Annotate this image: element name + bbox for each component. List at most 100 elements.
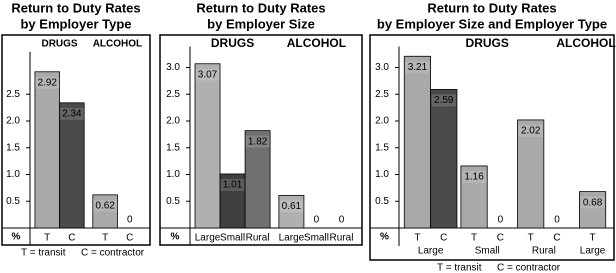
- value-label: 0.68: [583, 197, 603, 208]
- bar: [194, 63, 221, 229]
- panel-frame: [1, 34, 151, 246]
- value-label: 0.62: [95, 200, 115, 211]
- value-label: 2.59: [434, 95, 454, 106]
- y-tick-label: 2.0: [166, 116, 180, 127]
- y-tick-label: 1.5: [375, 142, 389, 153]
- chart-subtitle: by Employer Type: [20, 16, 131, 31]
- value-label: 1.16: [464, 172, 484, 183]
- y-axis-label: %: [380, 232, 389, 243]
- value-label-box: [518, 124, 543, 137]
- x-tick-label: T: [102, 233, 108, 244]
- y-tick-label: 2.5: [166, 89, 180, 100]
- value-label-box: [35, 76, 60, 89]
- value-label: 2.02: [521, 126, 541, 137]
- value-label: 3.21: [408, 62, 428, 73]
- value-label: 0: [127, 215, 133, 226]
- chart-subtitle: by Employer Size and Employer Type: [377, 16, 607, 31]
- y-tick-label: 0.5: [166, 196, 180, 207]
- group-label: DRUGS: [211, 36, 254, 50]
- bar: [578, 191, 607, 229]
- value-label-box: [220, 178, 245, 191]
- x-tick-label: C: [440, 233, 447, 244]
- panel-frame: [159, 34, 363, 246]
- chart-title: Return to Duty Rates: [196, 0, 325, 15]
- value-label-box: [93, 199, 118, 212]
- value-label: 2.92: [38, 77, 58, 88]
- y-tick-label: 1.0: [375, 169, 389, 180]
- bar: [59, 102, 85, 229]
- value-label: 1.01: [223, 180, 243, 191]
- value-label: 0: [498, 215, 504, 226]
- y-tick-label: 1.0: [166, 169, 180, 180]
- y-tick-label: 2.0: [375, 116, 389, 127]
- y-tick-label: 2.5: [6, 89, 20, 100]
- group-label: DRUGS: [466, 36, 509, 50]
- x-tick-label: C: [497, 233, 504, 244]
- value-label: 0.61: [282, 201, 302, 212]
- value-label-box: [405, 61, 430, 74]
- bar: [403, 55, 432, 229]
- value-label: 0: [554, 215, 560, 226]
- x-tick-label: Rural: [330, 233, 354, 244]
- bar: [244, 130, 271, 229]
- panel-frame: [369, 34, 615, 261]
- bar: [34, 71, 60, 229]
- footnote: C = contractor: [81, 248, 145, 259]
- subgroup-label: Small: [475, 246, 500, 257]
- x-tick-label: C: [126, 233, 133, 244]
- y-axis-label: %: [12, 232, 21, 243]
- subgroup-label: Large: [580, 246, 606, 257]
- bar: [460, 165, 488, 229]
- x-tick-label: C: [553, 233, 560, 244]
- value-label: 0: [314, 215, 320, 226]
- value-label-box: [431, 94, 456, 107]
- chart-title: Return to Duty Rates: [11, 0, 140, 15]
- x-tick-label: T: [590, 233, 596, 244]
- x-tick-label: Large: [279, 233, 305, 244]
- group-label: ALCOHOL: [556, 36, 615, 50]
- x-tick-label: Large: [195, 233, 221, 244]
- footnote: T = transit: [21, 248, 66, 259]
- value-label-box: [59, 107, 84, 120]
- value-label: 3.07: [198, 69, 218, 80]
- value-label-box: [580, 196, 605, 209]
- y-tick-label: 2.5: [375, 89, 389, 100]
- x-tick-label: Small: [220, 233, 245, 244]
- bar: [219, 173, 246, 229]
- group-label: ALCOHOL: [287, 36, 346, 50]
- footnote: T = transit: [437, 263, 482, 273]
- value-label-box: [195, 68, 220, 81]
- value-label-box: [245, 135, 270, 148]
- x-tick-label: Small: [304, 233, 329, 244]
- x-tick-label: C: [68, 233, 75, 244]
- x-tick-label: T: [528, 233, 534, 244]
- bar: [278, 194, 305, 229]
- y-tick-label: 1.5: [6, 142, 20, 153]
- group-label: ALCOHOL: [93, 39, 142, 50]
- x-tick-label: T: [471, 233, 477, 244]
- y-tick-label: 3.0: [375, 62, 389, 73]
- y-tick-label: 0.5: [375, 196, 389, 207]
- y-tick-label: 1.5: [166, 142, 180, 153]
- x-tick-label: Rural: [246, 233, 270, 244]
- chart-subtitle: by Employer Size: [207, 16, 315, 31]
- x-tick-label: T: [44, 233, 50, 244]
- value-label: 2.34: [62, 108, 82, 119]
- value-label-box: [279, 200, 304, 213]
- group-label: DRUGS: [41, 39, 77, 50]
- value-label: 0: [339, 215, 345, 226]
- footnote: C = contractor: [497, 263, 561, 273]
- chart-title: Return to Duty Rates: [427, 0, 556, 15]
- subgroup-label: Rural: [532, 246, 556, 257]
- bar: [430, 89, 458, 229]
- value-label-box: [462, 170, 487, 183]
- value-label: 1.82: [248, 136, 268, 147]
- subgroup-label: Large: [418, 246, 444, 257]
- y-tick-label: 0.5: [6, 196, 20, 207]
- y-tick-label: 2.0: [6, 116, 20, 127]
- bar: [92, 194, 118, 229]
- y-tick-label: 1.0: [6, 169, 20, 180]
- y-tick-label: 3.0: [166, 62, 180, 73]
- x-tick-label: T: [414, 233, 420, 244]
